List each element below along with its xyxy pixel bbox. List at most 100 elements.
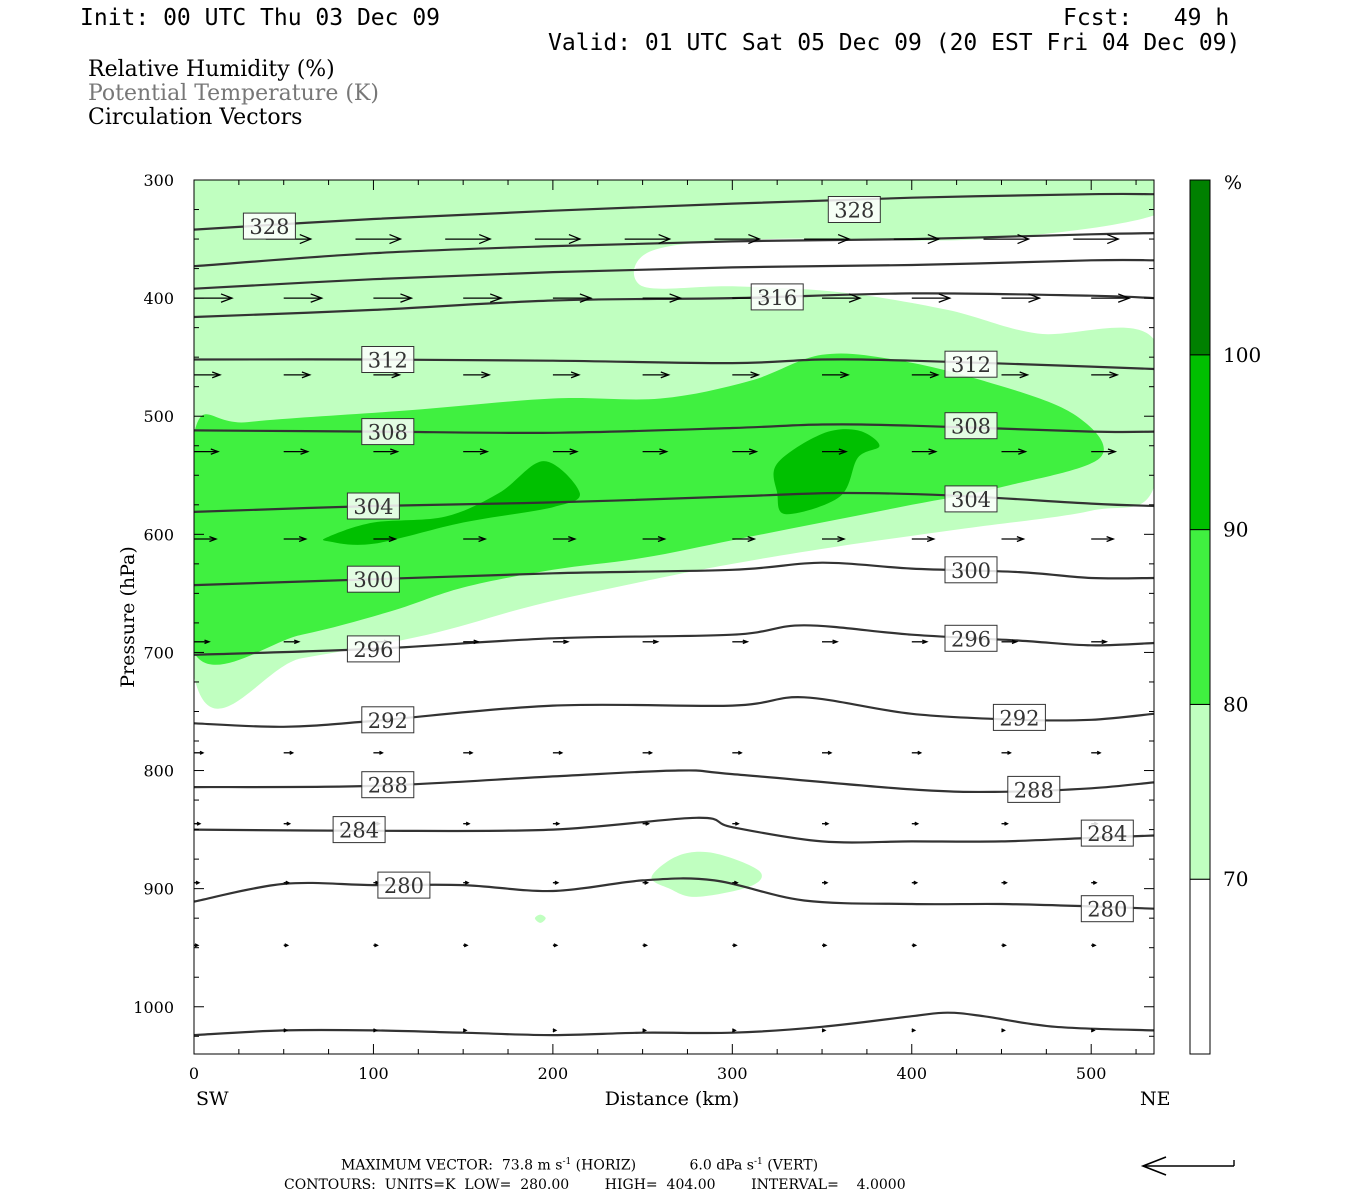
x-tick-label: 200: [538, 1064, 569, 1083]
circulation-vector: [1091, 880, 1098, 885]
circulation-vector: [552, 1028, 558, 1033]
vector-head: [1017, 233, 1031, 245]
circulation-vector: [552, 821, 561, 826]
circulation-vector: [642, 371, 671, 379]
circulation-vector: [822, 880, 829, 885]
vector-head: [286, 821, 292, 826]
vector-head: [479, 448, 490, 455]
vector-head: [657, 536, 667, 543]
vector-head: [742, 639, 750, 645]
theta-label-300: 300: [346, 565, 400, 593]
theta-label-text: 304: [353, 495, 393, 519]
vector-head: [199, 750, 205, 755]
theta-label-text: 304: [951, 488, 991, 512]
theta-label-box: [944, 412, 998, 440]
vector-head: [569, 448, 579, 455]
theta-label-text: 288: [368, 774, 408, 798]
theta-label-312: 312: [944, 350, 998, 378]
circulation-vector: [355, 233, 403, 245]
vector-head: [1092, 880, 1098, 885]
vector-head: [832, 639, 839, 645]
theta-label-box: [944, 556, 998, 584]
circulation-vector: [714, 233, 762, 245]
vector-head: [1090, 1028, 1096, 1033]
vector-head: [1016, 536, 1026, 543]
colorbar-segment: [1189, 703, 1211, 880]
vector-head: [220, 293, 234, 303]
theta-label-text: 280: [384, 874, 424, 898]
circulation-vector: [283, 536, 308, 543]
vector-head: [481, 371, 492, 379]
theta-label-box: [992, 703, 1046, 731]
vector-head: [827, 750, 833, 755]
field-theta-label: Potential Temperature (K): [88, 81, 379, 106]
circulation-vector: [1001, 448, 1028, 455]
circulation-vector: [1090, 1028, 1096, 1033]
theta-label-box: [827, 196, 881, 223]
vector-head: [1106, 536, 1116, 543]
circulation-vector: [822, 371, 850, 379]
theta-label-text: 316: [757, 286, 797, 310]
circulation-vector: [911, 293, 952, 303]
vector-head: [642, 1028, 648, 1033]
theta-label-288: 288: [361, 771, 415, 799]
theta-label-300: 300: [944, 556, 998, 584]
theta-label-box: [944, 350, 998, 378]
vector-head: [489, 293, 503, 303]
circulation-vector: [642, 448, 669, 455]
circulation-vector: [893, 233, 941, 245]
vector-head: [204, 639, 211, 645]
circulation-vector: [642, 536, 667, 543]
theta-label-box: [346, 565, 400, 593]
y-tick-label: 500: [143, 407, 174, 426]
vector-head: [1011, 639, 1019, 645]
theta-label-box: [944, 624, 998, 652]
vector-head: [1007, 750, 1012, 755]
x-tick-label: 300: [717, 1064, 748, 1083]
theta-label-box: [361, 706, 415, 734]
x-axis-title: Distance (km): [605, 1088, 740, 1110]
theta-contour: [194, 1011, 1154, 1037]
vector-head: [748, 233, 762, 245]
vector-head: [462, 1028, 468, 1033]
circulation-vector: [732, 639, 750, 645]
vector-head: [1091, 943, 1097, 948]
vector-head: [660, 371, 671, 379]
circulation-vector: [822, 639, 839, 645]
vector-head: [1107, 233, 1120, 245]
theta-contour-284: [194, 816, 1154, 844]
vector-head: [1101, 639, 1109, 645]
circulation-vector: [732, 821, 740, 826]
circulation-vector: [194, 880, 201, 885]
vector-head: [917, 750, 923, 755]
vector-head: [659, 448, 669, 455]
circulation-vector: [1001, 750, 1012, 755]
circulation-vector: [642, 1028, 648, 1033]
theta-label-text: 328: [249, 215, 289, 239]
circulation-vector: [1001, 1028, 1006, 1033]
vector-head: [300, 448, 310, 455]
circulation-vector: [911, 821, 920, 826]
colorbar-segment: [1189, 354, 1211, 531]
vector-head: [1028, 293, 1042, 303]
vector-head: [1107, 448, 1118, 455]
circulation-vector: [822, 448, 848, 455]
theta-label-box: [346, 635, 400, 663]
rh-region-70: [651, 851, 762, 897]
circulation-vector: [445, 233, 492, 245]
vector-head: [748, 448, 759, 455]
theta-label-text: 300: [951, 559, 991, 583]
theta-label-text: 292: [368, 709, 408, 733]
theta-label-text: 280: [1087, 898, 1127, 922]
theta-label-284: 284: [332, 816, 386, 844]
circulation-vector: [194, 639, 211, 645]
vector-head: [570, 371, 581, 379]
vector-head: [734, 880, 739, 885]
y-tick-label: 1000: [133, 998, 174, 1017]
circulation-vector: [194, 448, 220, 455]
colorbar-label: 80: [1223, 692, 1248, 716]
circulation-vector: [463, 750, 474, 755]
theta-label-box: [346, 492, 400, 520]
circulation-vector: [1001, 293, 1042, 303]
circulation-vector: [463, 639, 481, 645]
